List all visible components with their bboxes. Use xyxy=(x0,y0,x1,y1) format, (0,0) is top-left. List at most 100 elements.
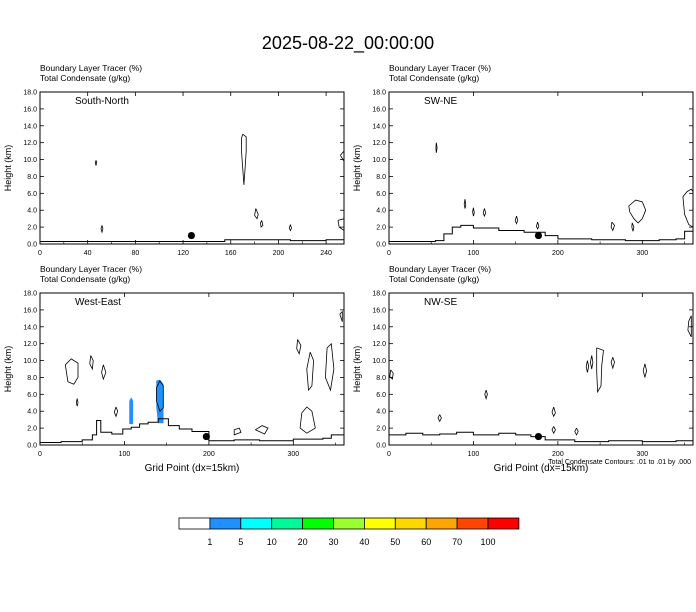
y-tick-label: 18.0 xyxy=(372,90,386,97)
y-tick-label: 14.0 xyxy=(372,123,386,130)
y-tick-label: 12.0 xyxy=(23,341,37,348)
colorbar-swatch xyxy=(487,517,520,530)
x-tick-label: 240 xyxy=(320,250,332,257)
y-tick-label: 8.0 xyxy=(27,375,37,382)
condensate-contour xyxy=(101,364,107,381)
colorbar-level-label: 70 xyxy=(452,537,462,547)
tracer-fill xyxy=(156,379,164,424)
x-tick-label: 160 xyxy=(225,250,237,257)
y-axis-label: Height (km) xyxy=(3,145,13,192)
condensate-contour xyxy=(324,342,335,392)
colorbar-swatch xyxy=(240,517,273,530)
x-tick-label: 120 xyxy=(177,250,189,257)
y-tick-label: 2.0 xyxy=(376,225,386,232)
condensate-contour xyxy=(682,188,694,228)
condensate-contour xyxy=(437,414,442,423)
condensate-contour xyxy=(254,208,259,220)
y-tick-label: 6.0 xyxy=(376,191,386,198)
condensate-contour xyxy=(484,389,488,400)
x-tick-label: 200 xyxy=(203,451,215,458)
condensate-contour xyxy=(241,133,247,185)
plot-frame xyxy=(39,292,345,446)
condensate-contour xyxy=(299,406,316,434)
colorbar-level-label: 60 xyxy=(421,537,431,547)
colorbar-level-label: 10 xyxy=(267,537,277,547)
y-tick-label: 0.0 xyxy=(376,443,386,450)
colorbar-level-label: 30 xyxy=(328,537,338,547)
y-tick-label: 18.0 xyxy=(23,90,37,97)
location-marker xyxy=(534,231,543,240)
field-label-tracer: Boundary Layer Tracer (%) xyxy=(389,264,491,274)
field-label-tracer: Boundary Layer Tracer (%) xyxy=(389,63,491,73)
x-tick-label: 0 xyxy=(38,451,42,458)
y-tick-label: 8.0 xyxy=(376,174,386,181)
location-marker xyxy=(534,432,543,441)
colorbar-level-label: 100 xyxy=(480,537,495,547)
panel-name: SW-NE xyxy=(424,96,457,107)
y-tick-label: 10.0 xyxy=(23,157,37,164)
location-marker xyxy=(187,231,196,240)
x-tick-label: 300 xyxy=(636,451,648,458)
y-tick-label: 6.0 xyxy=(27,191,37,198)
x-tick-label: 40 xyxy=(84,250,92,257)
condensate-contour xyxy=(260,220,264,228)
condensate-contour xyxy=(435,142,438,153)
y-tick-label: 10.0 xyxy=(372,157,386,164)
condensate-contour xyxy=(687,315,692,338)
condensate-contour xyxy=(610,221,615,232)
y-tick-label: 2.0 xyxy=(376,426,386,433)
field-label-condensate: Total Condensate (g/kg) xyxy=(40,274,130,284)
y-tick-label: 4.0 xyxy=(27,409,37,416)
y-tick-label: 16.0 xyxy=(23,106,37,113)
condensate-contour xyxy=(631,222,635,232)
colorbar: 1 5 10 20 30 40 50 60 70 100 xyxy=(178,517,520,547)
field-label-tracer: Boundary Layer Tracer (%) xyxy=(40,264,142,274)
y-tick-label: 16.0 xyxy=(372,106,386,113)
condensate-contour xyxy=(75,398,79,407)
plot-frame xyxy=(39,91,345,245)
colorbar-level-label: 40 xyxy=(359,537,369,547)
y-tick-label: 4.0 xyxy=(376,208,386,215)
condensate-contour xyxy=(64,358,79,385)
colorbar-level-label: 20 xyxy=(298,537,308,547)
condensate-contour xyxy=(482,208,487,218)
condensate-contour xyxy=(255,425,269,435)
condensate-contour xyxy=(535,221,540,230)
x-axis-label: Grid Point (dx=15km) xyxy=(494,463,589,474)
plot-frame xyxy=(388,292,694,446)
tracer-fill xyxy=(129,397,134,425)
condensate-contour xyxy=(337,218,345,232)
x-tick-label: 100 xyxy=(468,451,480,458)
condensate-contour xyxy=(514,215,519,225)
contour-note: Total Condensate Contours: .01 to .01 by… xyxy=(548,459,691,466)
condensate-contour xyxy=(389,369,394,380)
x-tick-label: 100 xyxy=(468,250,480,257)
colorbar-swatch xyxy=(425,517,458,530)
colorbar-swatch xyxy=(456,517,489,530)
condensate-contour xyxy=(233,427,242,436)
terrain-line xyxy=(40,418,345,443)
y-tick-label: 0.0 xyxy=(27,242,37,249)
colorbar-swatch xyxy=(394,517,427,530)
y-tick-label: 12.0 xyxy=(372,140,386,147)
colorbar-swatch xyxy=(363,517,396,530)
y-axis-label: Height (km) xyxy=(352,346,362,393)
y-tick-label: 18.0 xyxy=(23,291,37,298)
field-label-condensate: Total Condensate (g/kg) xyxy=(389,274,479,284)
condensate-contour xyxy=(596,347,604,394)
x-tick-label: 200 xyxy=(552,451,564,458)
field-label-condensate: Total Condensate (g/kg) xyxy=(40,73,130,83)
terrain-line xyxy=(389,224,694,242)
x-axis-label: Grid Point (dx=15km) xyxy=(145,463,240,474)
y-axis-label: Height (km) xyxy=(352,145,362,192)
panel-name: South-North xyxy=(75,96,129,107)
condensate-contour xyxy=(306,351,315,392)
field-label-tracer: Boundary Layer Tracer (%) xyxy=(40,63,142,73)
condensate-contour xyxy=(585,360,590,373)
x-tick-label: 200 xyxy=(552,250,564,257)
y-tick-label: 12.0 xyxy=(372,341,386,348)
x-tick-label: 300 xyxy=(287,451,299,458)
x-tick-label: 80 xyxy=(131,250,139,257)
panel-sw-ne: Boundary Layer Tracer (%)Total Condensat… xyxy=(352,63,694,257)
